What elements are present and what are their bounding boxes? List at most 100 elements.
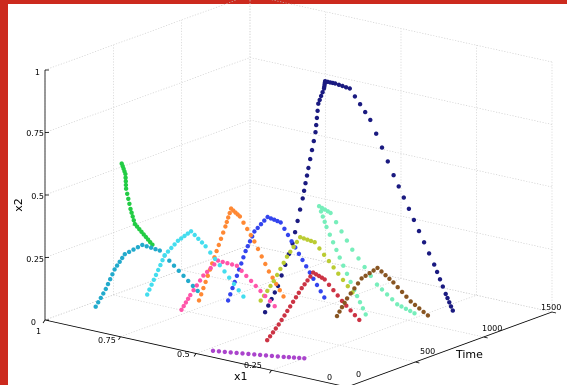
data-point bbox=[315, 108, 320, 114]
data-point bbox=[199, 292, 204, 297]
x-tick-label: 0.75 bbox=[98, 336, 116, 345]
data-point bbox=[247, 239, 253, 244]
data-point bbox=[220, 259, 225, 265]
data-point bbox=[343, 85, 349, 90]
data-point bbox=[182, 233, 187, 239]
points-layer bbox=[93, 79, 455, 361]
data-point bbox=[122, 252, 128, 257]
window-border-top bbox=[0, 0, 567, 4]
data-point bbox=[281, 294, 286, 299]
data-point bbox=[292, 230, 298, 235]
data-point bbox=[240, 351, 245, 356]
data-point bbox=[127, 201, 132, 206]
data-point bbox=[263, 293, 268, 299]
data-point bbox=[258, 288, 263, 294]
data-point bbox=[336, 271, 341, 276]
data-point bbox=[267, 298, 273, 304]
data-point bbox=[119, 161, 124, 166]
data-point bbox=[340, 83, 345, 89]
gridline bbox=[44, 244, 251, 321]
data-point bbox=[229, 262, 235, 267]
data-point bbox=[331, 265, 336, 270]
data-point bbox=[314, 282, 320, 288]
data-point bbox=[144, 244, 149, 249]
data-point bbox=[357, 300, 363, 305]
data-point bbox=[314, 115, 320, 121]
data-point bbox=[344, 238, 350, 243]
data-point bbox=[258, 298, 263, 303]
data-point bbox=[363, 312, 368, 317]
gridline bbox=[44, 119, 251, 196]
data-point bbox=[313, 130, 318, 135]
data-point bbox=[445, 295, 450, 301]
y-tick-label: 0 bbox=[356, 370, 361, 379]
data-point bbox=[296, 251, 302, 256]
data-point bbox=[396, 184, 401, 189]
data-point bbox=[374, 131, 379, 136]
data-point bbox=[278, 220, 283, 225]
data-point bbox=[131, 218, 136, 223]
data-point bbox=[285, 232, 291, 238]
data-point bbox=[98, 295, 104, 301]
data-point bbox=[281, 354, 286, 360]
data-point bbox=[176, 268, 181, 273]
data-point bbox=[273, 326, 278, 331]
data-point bbox=[324, 224, 329, 230]
data-point bbox=[297, 207, 303, 212]
data-point bbox=[334, 247, 339, 253]
x-tick-mark bbox=[118, 336, 121, 340]
data-point bbox=[432, 262, 437, 267]
data-point bbox=[385, 159, 390, 164]
data-point bbox=[108, 277, 113, 282]
data-point bbox=[298, 235, 303, 240]
data-point bbox=[266, 303, 271, 308]
data-point bbox=[333, 81, 338, 86]
data-point bbox=[384, 292, 390, 297]
data-point bbox=[259, 254, 264, 259]
data-point bbox=[223, 224, 228, 229]
data-point bbox=[129, 210, 134, 215]
data-point bbox=[303, 181, 308, 186]
data-point bbox=[337, 255, 342, 260]
data-point bbox=[243, 248, 248, 254]
data-point bbox=[374, 282, 380, 287]
grid-layer bbox=[44, 0, 553, 385]
data-point bbox=[318, 209, 324, 214]
data-point bbox=[297, 355, 302, 361]
data-point bbox=[237, 214, 243, 219]
data-point bbox=[199, 240, 205, 245]
gridline bbox=[113, 294, 416, 363]
data-point bbox=[339, 305, 345, 310]
data-point bbox=[270, 330, 276, 335]
data-point bbox=[270, 275, 275, 280]
data-point bbox=[448, 304, 454, 309]
data-point bbox=[314, 122, 319, 128]
data-point bbox=[363, 109, 368, 115]
z-tick-label: 1 bbox=[35, 68, 40, 77]
data-point bbox=[408, 299, 413, 304]
data-point bbox=[412, 302, 418, 308]
data-point bbox=[241, 255, 246, 260]
data-point bbox=[440, 284, 445, 289]
data-point bbox=[171, 263, 177, 268]
data-point bbox=[279, 273, 284, 278]
data-point bbox=[255, 225, 260, 231]
data-point bbox=[327, 232, 332, 237]
data-point bbox=[304, 264, 309, 269]
data-point bbox=[406, 206, 412, 211]
data-point bbox=[326, 282, 332, 287]
data-point bbox=[265, 288, 270, 294]
data-point bbox=[120, 255, 125, 261]
data-point bbox=[326, 258, 332, 264]
data-point bbox=[192, 232, 197, 238]
y-tick-label: 500 bbox=[420, 347, 435, 356]
data-point bbox=[308, 156, 313, 162]
data-point bbox=[443, 291, 448, 297]
data-point bbox=[123, 179, 128, 184]
data-point bbox=[185, 296, 191, 301]
data-point bbox=[354, 293, 360, 299]
z-axis-label: x2 bbox=[12, 198, 25, 212]
data-point bbox=[272, 290, 277, 295]
data-point bbox=[275, 354, 280, 359]
